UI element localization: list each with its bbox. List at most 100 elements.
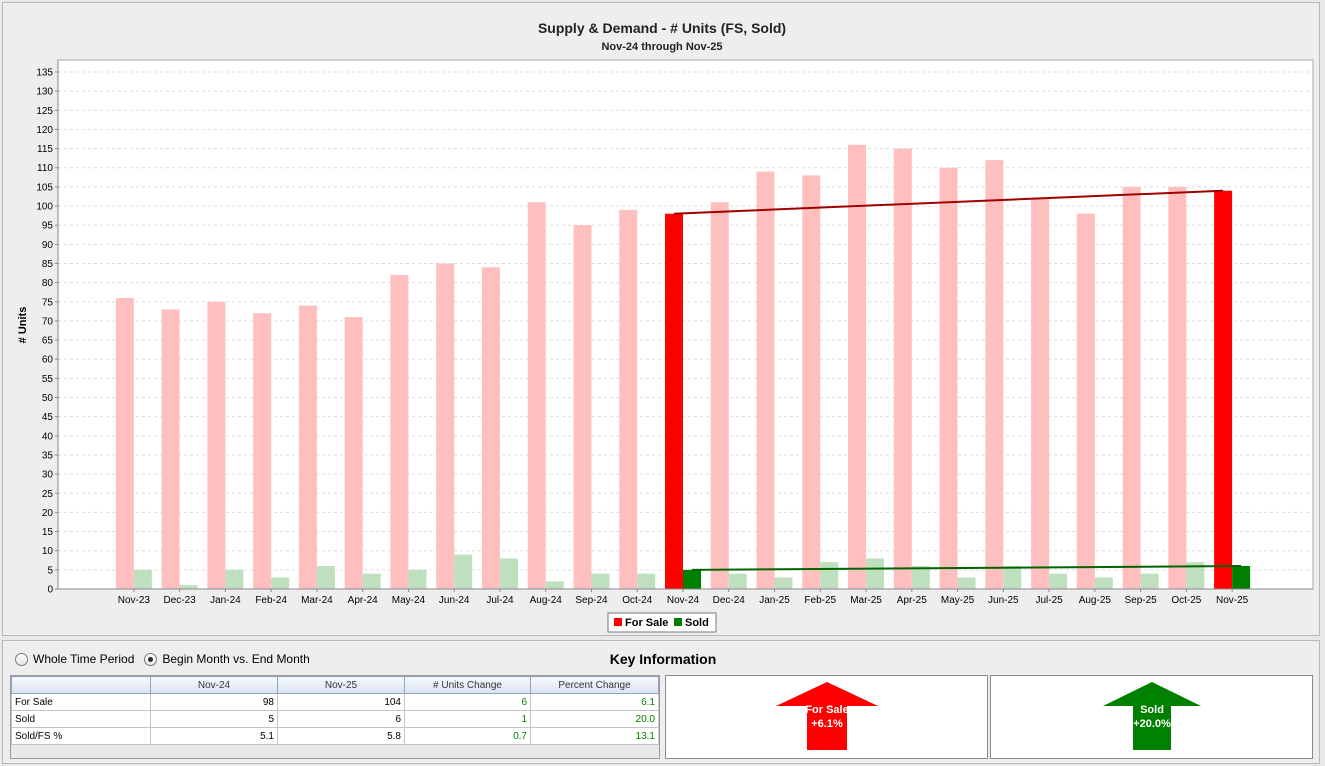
bar-for-sale (939, 167, 958, 590)
bar-for-sale (115, 297, 134, 589)
units-change-value: 1 (404, 710, 531, 728)
key-info-table-container: Nov-24 Nov-25 # Units Change Percent Cha… (10, 675, 660, 759)
sold-arrow-label: Sold (1140, 704, 1164, 716)
bar-for-sale (1122, 186, 1141, 589)
y-tick-label: 5 (47, 565, 53, 576)
y-tick-label: 35 (42, 450, 54, 461)
legend-label-for-sale: For Sale (625, 617, 668, 629)
bar-sold (454, 554, 473, 589)
x-tick-label: Nov-24 (667, 595, 700, 606)
y-tick-label: 40 (42, 431, 54, 442)
x-tick-label: Jul-24 (486, 595, 514, 606)
bar-sold (1140, 573, 1159, 589)
bar-sold (225, 569, 244, 589)
y-tick-label: 45 (42, 412, 54, 423)
units-change-value: 0.7 (404, 727, 531, 745)
bar-for-sale (1031, 198, 1050, 589)
y-tick-label: 105 (36, 182, 53, 193)
y-tick-label: 30 (42, 470, 54, 481)
legend-swatch-sold (674, 618, 682, 626)
table-row[interactable]: Sold 5 6 1 20.0 (11, 710, 659, 728)
y-tick-label: 115 (37, 144, 53, 155)
time-period-options: Whole Time Period Begin Month vs. End Mo… (15, 652, 320, 666)
x-tick-label: Jan-24 (210, 595, 241, 606)
end-value: 6 (277, 710, 405, 728)
bar-for-sale (848, 144, 867, 589)
column-header-units-change[interactable]: # Units Change (404, 676, 531, 694)
whole-time-period-radio[interactable]: Whole Time Period (15, 652, 134, 666)
bar-sold (499, 558, 518, 589)
x-tick-label: Jan-25 (759, 595, 790, 606)
bar-for-sale (481, 267, 500, 589)
bar-for-sale (298, 305, 317, 589)
bar-sold (271, 577, 290, 589)
y-tick-label: 80 (42, 278, 54, 289)
x-tick-label: Apr-25 (897, 595, 927, 606)
bar-for-sale (161, 309, 180, 589)
column-header-end[interactable]: Nov-25 (277, 676, 405, 694)
bar-sold (728, 573, 747, 589)
bar-sold (1003, 566, 1022, 589)
y-tick-label: 130 (36, 87, 53, 98)
y-tick-label: 85 (42, 259, 54, 270)
x-tick-label: Aug-25 (1079, 595, 1112, 606)
bar-for-sale (619, 209, 638, 589)
x-tick-label: Aug-24 (530, 595, 563, 606)
begin-value: 5.1 (150, 727, 278, 745)
y-tick-label: 75 (42, 297, 54, 308)
for-sale-change-box: For Sale +6.1% (665, 675, 988, 759)
x-tick-label: Feb-25 (804, 595, 836, 606)
x-tick-label: Oct-25 (1171, 595, 1201, 606)
bar-for-sale (756, 171, 775, 589)
y-tick-label: 0 (47, 585, 53, 596)
key-info-table: Nov-24 Nov-25 # Units Change Percent Cha… (11, 676, 659, 745)
bar-sold (316, 566, 335, 589)
sold-arrow-value: +20.0% (1133, 718, 1171, 730)
end-value: 104 (277, 693, 405, 711)
bar-sold (774, 577, 793, 589)
bar-for-sale (207, 301, 226, 589)
x-tick-label: Mar-25 (850, 595, 882, 606)
x-tick-label: Dec-24 (713, 595, 746, 606)
bar-for-sale (1214, 190, 1233, 590)
bar-sold (911, 566, 930, 589)
y-tick-label: 125 (36, 106, 53, 117)
row-label: For Sale (11, 693, 151, 711)
bar-sold (133, 569, 152, 589)
x-tick-label: Nov-23 (118, 595, 151, 606)
table-row[interactable]: For Sale 98 104 6 6.1 (11, 693, 659, 711)
bar-for-sale (436, 263, 455, 589)
y-tick-label: 15 (42, 527, 54, 538)
x-tick-label: Jul-25 (1035, 595, 1063, 606)
bar-for-sale (893, 148, 912, 589)
bar-for-sale (710, 202, 729, 590)
bar-sold (408, 569, 427, 589)
radio-circle-checked-icon (144, 652, 158, 666)
bar-for-sale (802, 175, 821, 589)
x-tick-label: May-24 (392, 595, 426, 606)
bar-for-sale (253, 313, 272, 589)
table-row[interactable]: Sold/FS % 5.1 5.8 0.7 13.1 (11, 727, 659, 745)
chart-subtitle: Nov-24 through Nov-25 (601, 41, 722, 53)
y-tick-label: 20 (42, 508, 54, 519)
begin-value: 98 (150, 693, 278, 711)
y-tick-label: 100 (36, 202, 53, 213)
column-header-begin[interactable]: Nov-24 (150, 676, 278, 694)
row-label: Sold/FS % (11, 727, 151, 745)
begin-vs-end-radio[interactable]: Begin Month vs. End Month (144, 652, 310, 666)
bar-sold (362, 573, 381, 589)
percent-change-value: 13.1 (530, 727, 659, 745)
y-tick-label: 135 (36, 68, 53, 79)
bar-for-sale (1168, 186, 1187, 589)
bar-sold (820, 562, 839, 589)
y-tick-label: 90 (42, 240, 54, 251)
bar-sold (179, 585, 198, 589)
x-tick-label: Dec-23 (164, 595, 197, 606)
legend-swatch-for-sale (614, 618, 622, 626)
column-header-percent-change[interactable]: Percent Change (530, 676, 659, 694)
x-tick-label: Sep-24 (575, 595, 608, 606)
chart-legend: For Sale Sold (607, 612, 717, 633)
bar-for-sale (573, 225, 592, 589)
y-tick-label: 70 (42, 316, 54, 327)
end-value: 5.8 (277, 727, 405, 745)
